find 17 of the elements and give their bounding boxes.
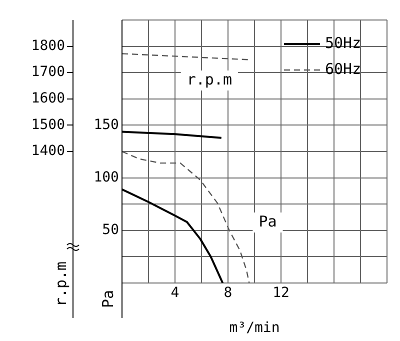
x-tick-label: 12	[272, 285, 290, 302]
y-axis-title: r.p.m	[52, 261, 70, 307]
y-tick-label: 1500	[31, 116, 65, 133]
x-axis-title: m³/min	[229, 320, 280, 336]
y-tick-label: 1800	[31, 38, 65, 54]
x-tick-label: 4	[170, 285, 180, 302]
annotation: r.p.m	[186, 70, 232, 88]
y-tick-label: 1600	[31, 90, 65, 107]
annotation: Pa	[258, 212, 277, 230]
y2-axis-title: Pa	[98, 290, 117, 308]
line-series	[122, 150, 250, 283]
y2-tick-label: 50	[102, 222, 119, 238]
y-tick-label: 1700	[31, 64, 65, 80]
y-tick-label: 1400	[31, 143, 65, 160]
y2-tick-label: 150	[94, 116, 119, 133]
x-tick-label: 8	[224, 285, 232, 302]
y2-tick-label: 100	[94, 169, 119, 186]
